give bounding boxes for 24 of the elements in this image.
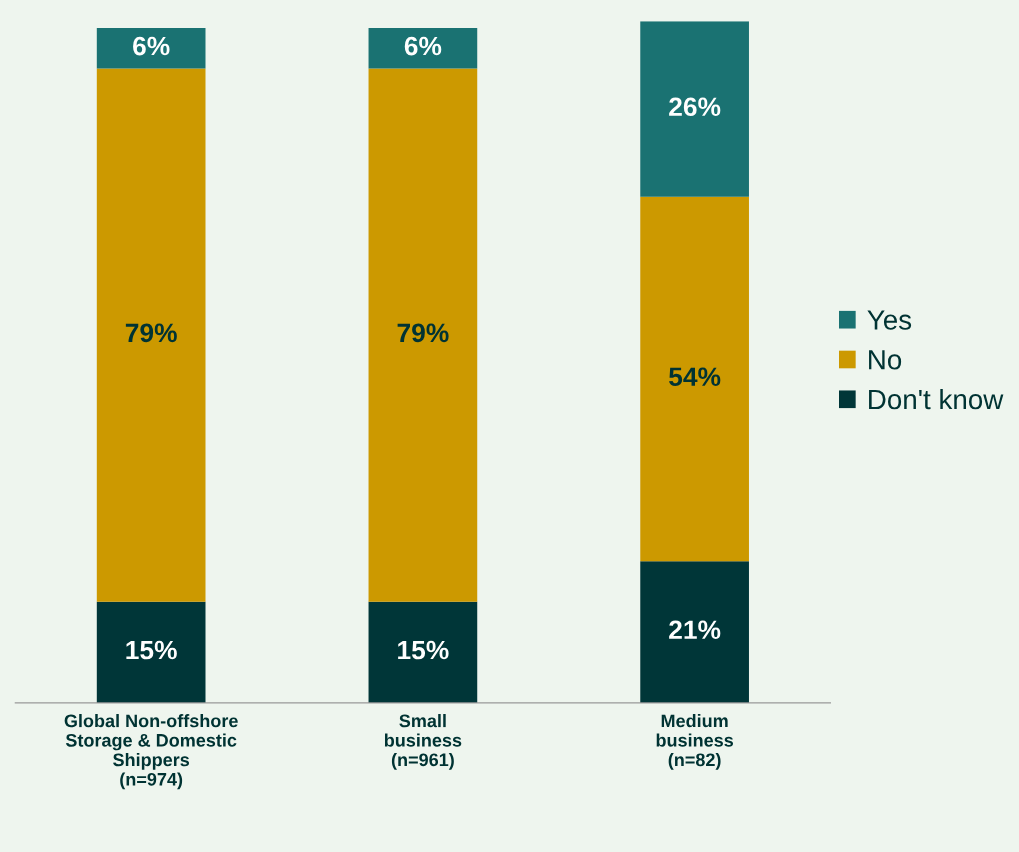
data-label: 26% xyxy=(669,97,721,117)
x-tick-label: Global Non-offshore Storage & Domestic Shippers (n=974) xyxy=(64,714,238,790)
bar xyxy=(640,21,749,197)
legend-label: Yes xyxy=(867,310,912,330)
data-label: 6% xyxy=(404,36,442,56)
data-label: 21% xyxy=(669,620,721,640)
legend-label: No xyxy=(869,350,902,370)
legend-label: Don't know xyxy=(869,388,1004,410)
x-tick-label: Small business (n=961) xyxy=(384,714,462,770)
bar xyxy=(368,68,478,602)
bar xyxy=(368,601,478,703)
x-tick-label: Medium business (n=82) xyxy=(656,714,734,770)
bar xyxy=(640,196,749,562)
data-label: 15% xyxy=(126,640,177,660)
bar xyxy=(96,68,206,602)
bar xyxy=(368,28,478,69)
data-label: 15% xyxy=(398,640,449,660)
bar xyxy=(96,601,206,703)
data-label: 54% xyxy=(669,367,721,387)
bar xyxy=(640,561,749,703)
bar xyxy=(96,28,206,69)
data-label: 79% xyxy=(397,323,449,343)
data-label: 79% xyxy=(125,323,177,343)
data-label: 6% xyxy=(133,36,170,56)
